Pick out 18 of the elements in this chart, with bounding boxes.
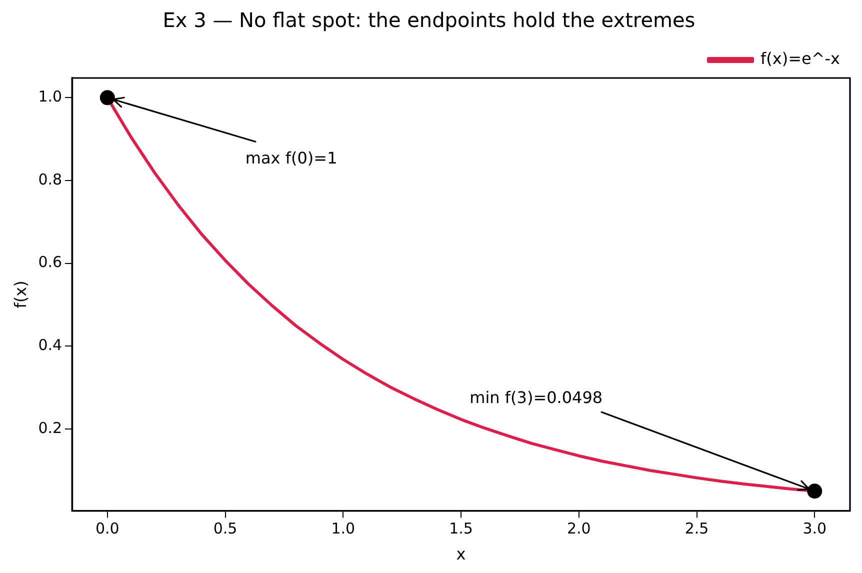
annotation: max f(0)=1	[245, 148, 338, 168]
x-tick-label: 2.5	[684, 520, 709, 538]
x-tick-label: 3.0	[802, 520, 827, 538]
x-tick-label: 1.5	[449, 520, 473, 538]
x-tick-label: 2.0	[566, 520, 591, 538]
chart-title: Ex 3 — No flat spot: the endpoints hold the extremes	[162, 8, 696, 32]
y-axis-title: f(x)	[10, 280, 30, 308]
legend-label: f(x)=e^-x	[760, 49, 840, 68]
y-tick-label: 0.4	[38, 336, 62, 354]
x-tick-label: 0.5	[213, 520, 238, 538]
annotation: min f(3)=0.0498	[470, 388, 603, 408]
y-tick-label: 0.8	[38, 170, 62, 188]
y-tick-label: 0.6	[38, 253, 62, 272]
x-tick-label: 1.0	[331, 520, 356, 538]
y-tick-label: 0.2	[38, 418, 62, 437]
x-axis-title: x	[456, 544, 466, 564]
y-tick-label: 1.0	[38, 88, 62, 106]
x-tick-label: 0.0	[95, 520, 120, 538]
